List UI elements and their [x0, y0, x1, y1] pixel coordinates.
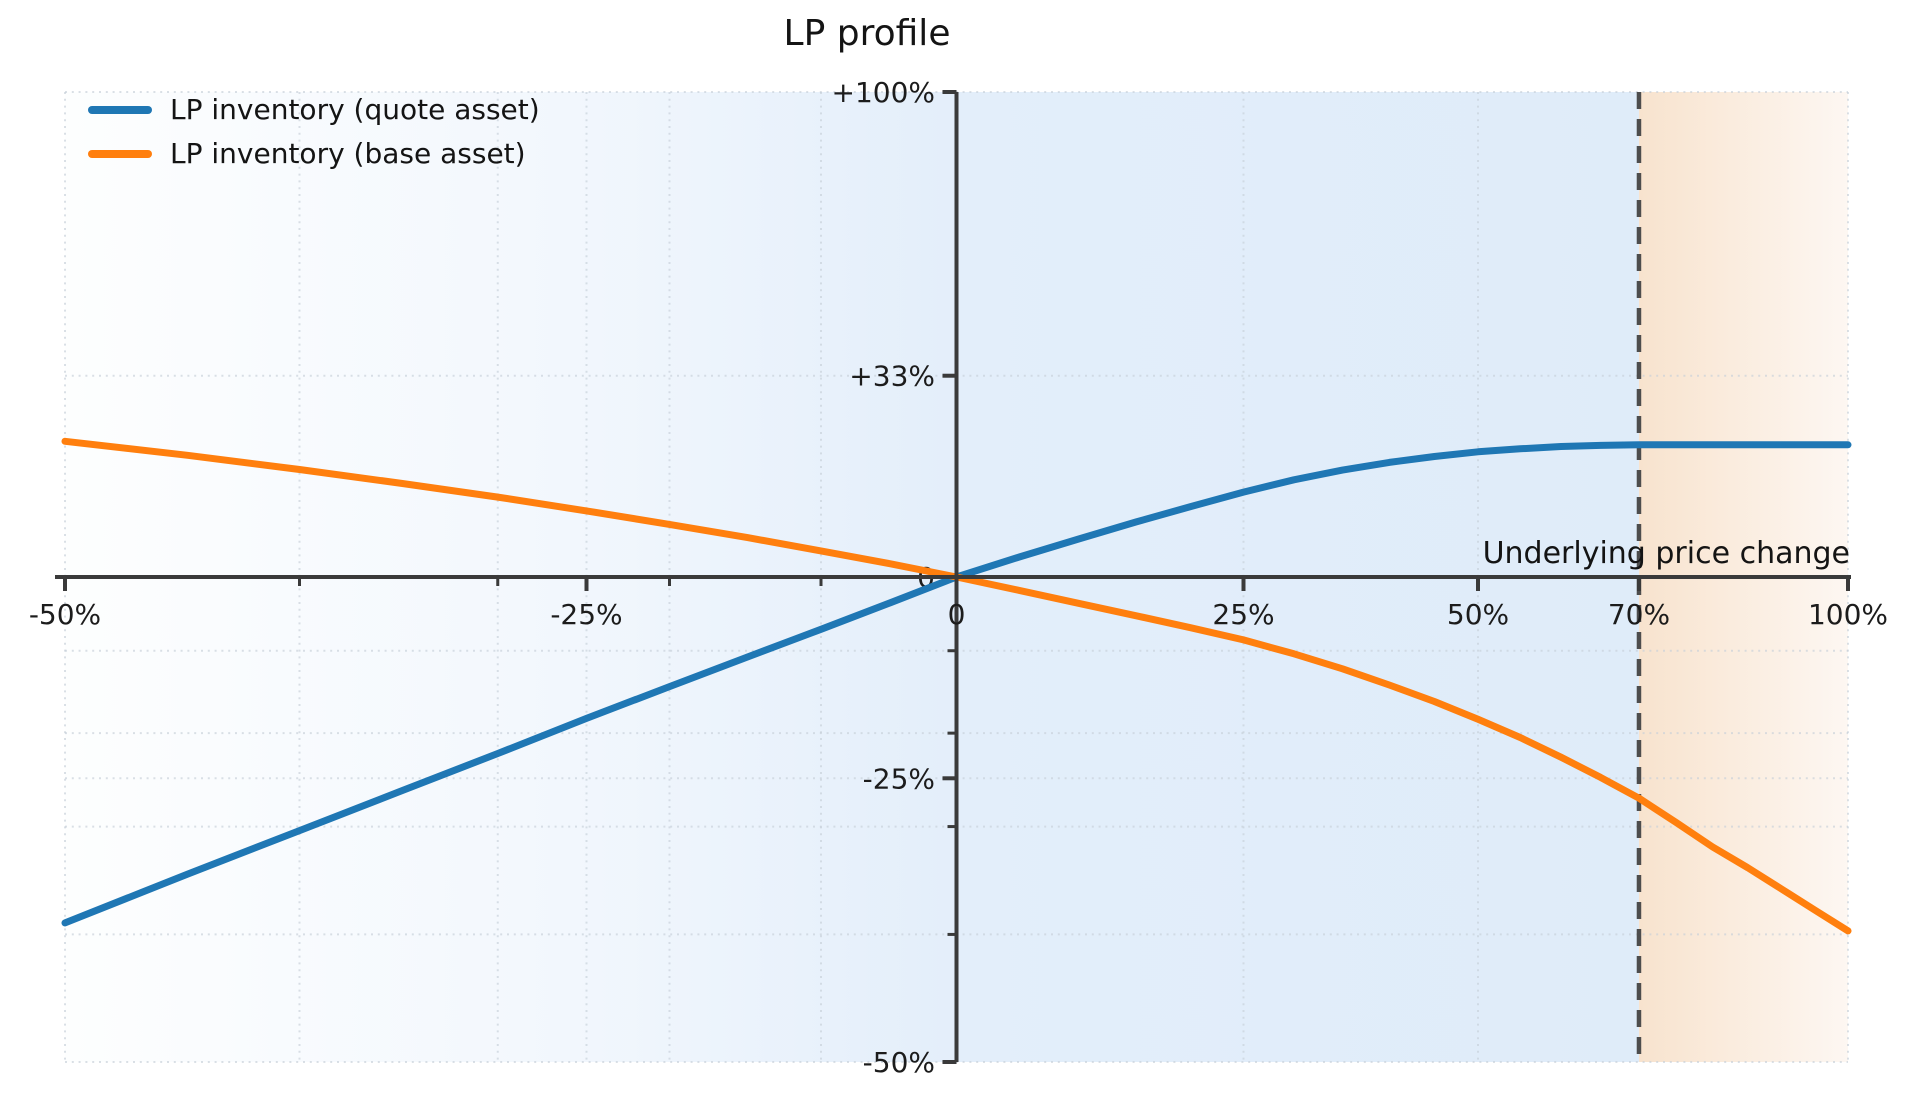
legend: LP inventory (quote asset) LP inventory …: [88, 93, 540, 170]
legend-item-base-asset: LP inventory (base asset): [88, 137, 540, 170]
x-tick-label: -50%: [29, 598, 101, 631]
y-tick-label: +100%: [831, 76, 935, 109]
x-tick-label: 0: [948, 598, 966, 631]
x-axis-label: Underlying price change: [1482, 536, 1850, 571]
legend-label-base-asset: LP inventory (base asset): [170, 137, 526, 170]
legend-swatch-quote-asset: [88, 105, 152, 114]
x-tick-label: 70%: [1608, 598, 1670, 631]
x-tick-label: 25%: [1212, 598, 1274, 631]
series-line-base-asset: [61, 437, 1852, 935]
x-tick-label: -25%: [550, 598, 622, 631]
legend-label-quote-asset: LP inventory (quote asset): [170, 93, 540, 126]
legend-item-quote-asset: LP inventory (quote asset): [88, 93, 540, 126]
x-tick-label: 100%: [1808, 598, 1888, 631]
series-line-quote-asset: [61, 441, 1852, 927]
y-tick-label: -25%: [863, 762, 935, 795]
y-tick-label: -50%: [863, 1046, 935, 1079]
x-tick-label: 50%: [1447, 598, 1509, 631]
legend-swatch-base-asset: [88, 149, 152, 158]
y-tick-label: +33%: [849, 360, 935, 393]
chart-title: LP profile: [783, 13, 951, 54]
